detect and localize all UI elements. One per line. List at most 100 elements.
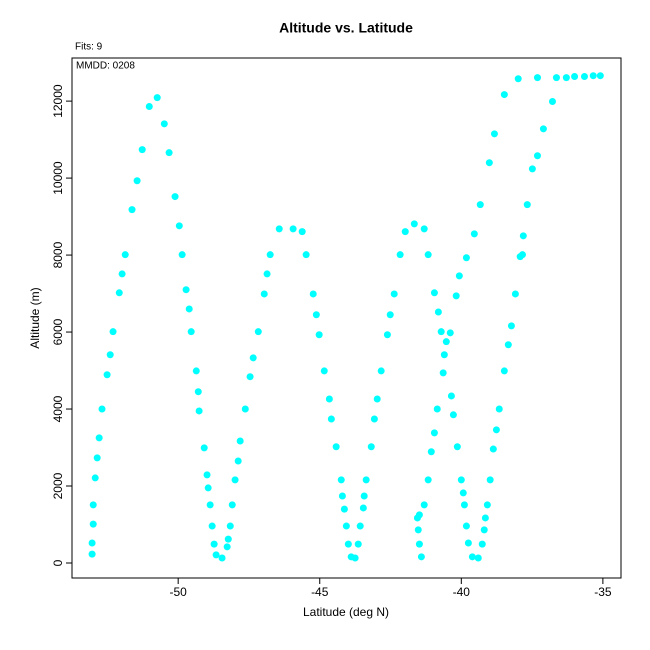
point — [93, 454, 101, 462]
point — [246, 373, 254, 381]
point — [275, 225, 283, 233]
point — [495, 405, 503, 413]
point — [514, 75, 522, 83]
point — [489, 445, 497, 453]
point — [263, 270, 271, 278]
point — [302, 251, 310, 259]
point — [344, 540, 352, 548]
point — [430, 429, 438, 437]
point — [89, 520, 97, 528]
point — [462, 254, 470, 262]
y-tick-label: 12000 — [51, 84, 65, 118]
point — [223, 543, 231, 551]
point — [249, 354, 257, 362]
point — [332, 443, 340, 451]
point — [414, 526, 422, 534]
point — [478, 540, 486, 548]
point — [89, 501, 97, 509]
point — [455, 272, 463, 280]
point — [464, 539, 472, 547]
point — [390, 290, 398, 298]
point — [128, 206, 136, 214]
point — [589, 72, 597, 80]
point — [562, 74, 570, 82]
point — [200, 444, 208, 452]
point — [312, 311, 320, 319]
point — [260, 290, 268, 298]
point — [91, 474, 99, 482]
plot-frame — [71, 57, 622, 579]
annotation: MMDD: 0208 — [76, 61, 135, 72]
y-tick-label: 4000 — [51, 395, 65, 422]
point — [236, 437, 244, 445]
point — [424, 476, 432, 484]
point — [415, 511, 423, 519]
point — [492, 426, 500, 434]
point — [396, 251, 404, 259]
point — [175, 222, 183, 230]
point — [241, 405, 249, 413]
point — [224, 535, 232, 543]
y-tick-label: 2000 — [51, 472, 65, 499]
point — [266, 251, 274, 259]
point — [548, 97, 556, 105]
point — [133, 177, 141, 185]
point — [212, 551, 220, 559]
point — [452, 292, 460, 300]
point — [442, 338, 450, 346]
point — [460, 501, 468, 509]
point — [427, 448, 435, 456]
point — [185, 305, 193, 313]
point — [518, 251, 526, 259]
point — [420, 225, 428, 233]
point — [480, 526, 488, 534]
point — [103, 371, 111, 379]
point — [362, 476, 370, 484]
point — [337, 476, 345, 484]
subtitle: Fits: 9 — [75, 42, 103, 53]
point — [88, 539, 96, 547]
point — [109, 328, 117, 336]
point — [571, 72, 579, 80]
point — [327, 415, 335, 423]
chart-title: Altitude vs. Latitude — [279, 20, 413, 36]
point — [420, 501, 428, 509]
point — [430, 289, 438, 297]
point — [98, 405, 106, 413]
point — [500, 367, 508, 375]
point — [218, 554, 226, 562]
x-tick-label: -50 — [170, 585, 188, 599]
point — [234, 457, 242, 465]
point — [106, 351, 114, 359]
point — [367, 443, 375, 451]
point — [580, 72, 588, 80]
point — [88, 550, 96, 558]
point — [449, 411, 457, 419]
point — [208, 522, 216, 530]
point — [138, 146, 146, 154]
point — [500, 91, 508, 99]
point — [440, 351, 448, 359]
point — [145, 102, 153, 110]
point — [401, 228, 409, 236]
point — [437, 328, 445, 336]
point — [373, 395, 381, 403]
point — [417, 553, 425, 561]
point — [298, 228, 306, 236]
point — [320, 367, 328, 375]
point — [462, 522, 470, 530]
point — [359, 504, 367, 512]
point — [476, 201, 484, 209]
point — [377, 367, 385, 375]
point — [447, 392, 455, 400]
point — [596, 72, 604, 80]
point — [178, 251, 186, 259]
point — [481, 514, 489, 522]
point — [507, 322, 515, 330]
point — [468, 553, 476, 561]
point — [182, 286, 190, 294]
point — [504, 341, 512, 349]
point — [192, 367, 200, 375]
point — [486, 476, 494, 484]
